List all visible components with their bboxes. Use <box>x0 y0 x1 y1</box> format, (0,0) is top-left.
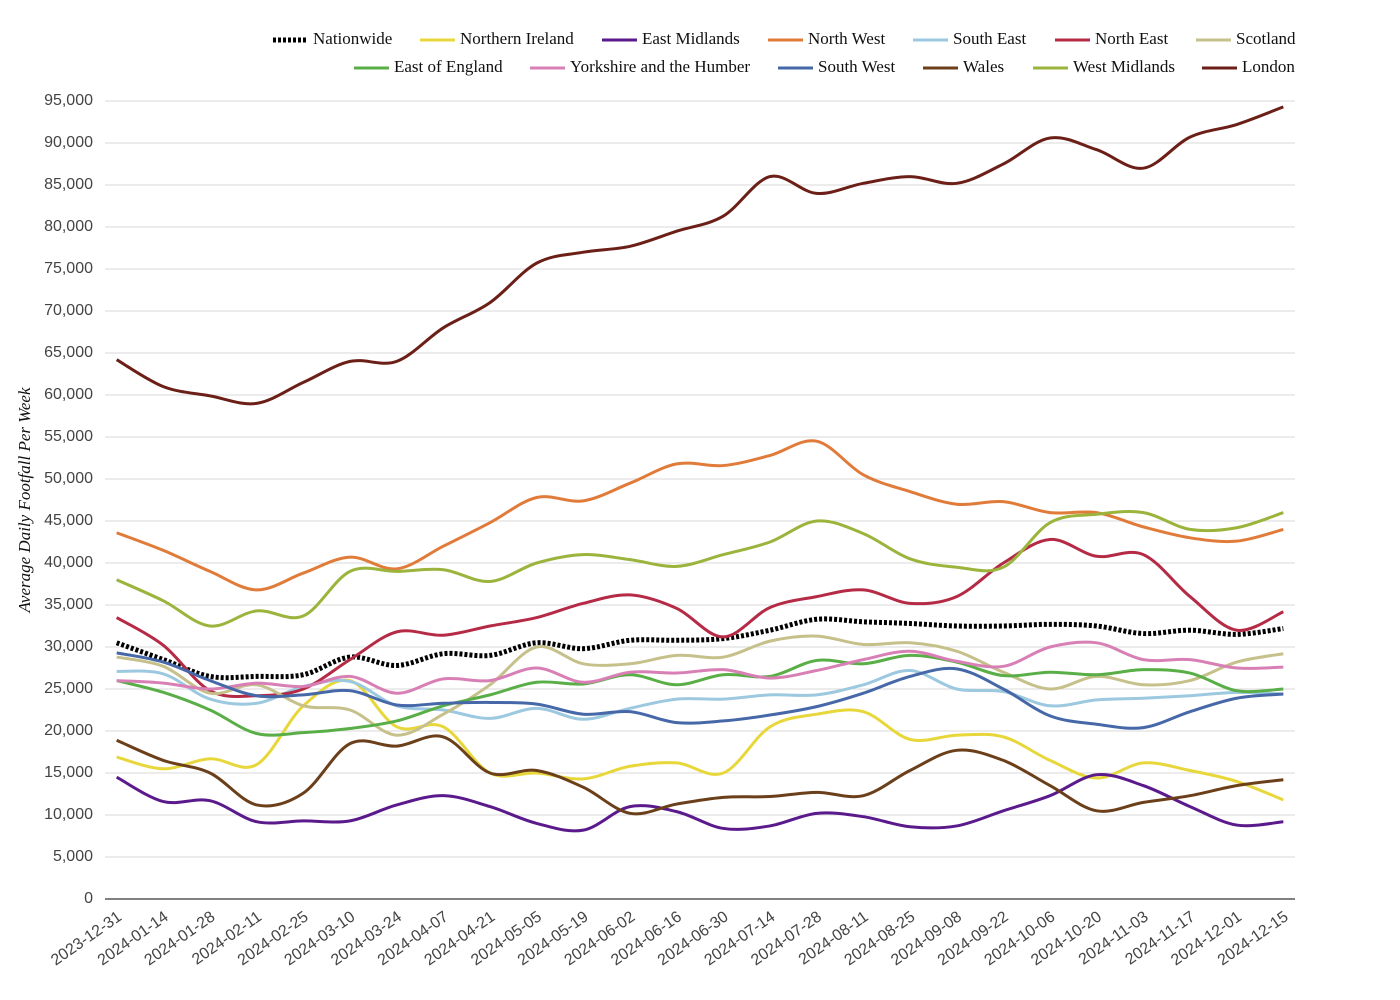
legend-label: Wales <box>963 57 1004 76</box>
series-line <box>115 537 1284 698</box>
y-tick-label: 85,000 <box>44 176 93 193</box>
y-axis-label: Average Daily Footfall Per Week <box>15 387 34 613</box>
series-line <box>116 510 1284 628</box>
y-tick-label: 65,000 <box>44 344 93 361</box>
legend-label: Northern Ireland <box>460 29 574 48</box>
legend-label: Nationwide <box>313 29 392 48</box>
series-line <box>115 105 1284 406</box>
legend-label: Scotland <box>1236 29 1296 48</box>
legend-label: North East <box>1095 29 1168 48</box>
series-line <box>116 640 1284 695</box>
legend-label: London <box>1242 57 1295 76</box>
legend-label: Yorkshire and the Humber <box>570 57 750 76</box>
y-tick-label: 40,000 <box>44 554 93 571</box>
y-tick-label: 35,000 <box>44 596 93 613</box>
y-tick-label: 25,000 <box>44 680 93 697</box>
legend-label: South East <box>953 29 1026 48</box>
y-tick-label: 0 <box>84 890 93 907</box>
y-tick-label: 95,000 <box>44 92 93 109</box>
y-tick-label: 75,000 <box>44 260 93 277</box>
y-tick-label: 90,000 <box>44 134 93 151</box>
y-tick-label: 80,000 <box>44 218 93 235</box>
series-line <box>115 772 1284 833</box>
series-line <box>116 734 1284 816</box>
y-tick-label: 55,000 <box>44 428 93 445</box>
legend-label: East of England <box>394 57 503 76</box>
y-tick-label: 5,000 <box>53 848 93 865</box>
series-line <box>116 439 1284 592</box>
y-tick-label: 15,000 <box>44 764 93 781</box>
y-tick-label: 10,000 <box>44 806 93 823</box>
y-tick-label: 50,000 <box>44 470 93 487</box>
legend-label: North West <box>808 29 885 48</box>
series-line <box>115 616 1284 681</box>
legend-label: West Midlands <box>1073 57 1175 76</box>
series-line <box>116 653 1284 737</box>
series-line <box>116 651 1284 730</box>
series-line <box>116 634 1284 737</box>
y-tick-label: 45,000 <box>44 512 93 529</box>
y-tick-label: 70,000 <box>44 302 93 319</box>
y-tick-label: 60,000 <box>44 386 93 403</box>
y-tick-label: 20,000 <box>44 722 93 739</box>
legend-label: East Midlands <box>642 29 740 48</box>
legend-label: South West <box>818 57 895 76</box>
y-tick-label: 30,000 <box>44 638 93 655</box>
